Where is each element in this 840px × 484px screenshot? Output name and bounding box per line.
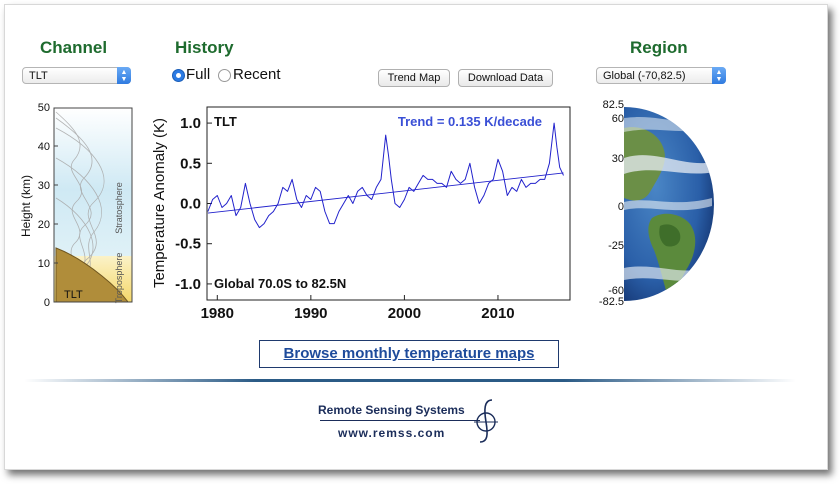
lat-tick-minus25: -25 (608, 240, 624, 252)
stratosphere-band (54, 108, 132, 256)
select-arrows-icon: ▲ ▼ (712, 67, 726, 84)
globe-cloud-band-4 (624, 117, 700, 132)
tlt-channel-label: TLT (64, 289, 83, 301)
height-tick-10: 10 (38, 258, 50, 270)
x-tick-label: 2010 (481, 305, 514, 322)
height-tick-0: 0 (44, 297, 50, 309)
footer-separator (24, 379, 796, 382)
y-tick-label: 0.0 (180, 196, 201, 213)
height-ticks: 0 10 20 30 40 50 (38, 102, 50, 309)
atmosphere-panel: 0 10 20 30 40 50 Height (km) Stratospher… (19, 102, 133, 309)
troposphere-label: Troposphere (114, 253, 124, 304)
temperature-anomaly-chart: Temperature Anomaly (K) TLT Trend = 0.13… (151, 106, 571, 322)
rss-name: Remote Sensing Systems (318, 403, 465, 417)
lat-tick-0: 0 (618, 201, 624, 213)
lat-tick-60: 60 (612, 113, 624, 125)
region-text: Global 70.0S to 82.5N (214, 276, 346, 291)
x-tick-label: 2000 (388, 305, 421, 322)
trend-text: Trend = 0.135 K/decade (398, 114, 542, 129)
full-radio-label[interactable]: Full (186, 66, 211, 83)
globe-land-amazon (659, 224, 681, 247)
height-axis-label: Height (km) (19, 175, 33, 237)
stratosphere-label: Stratosphere (114, 182, 124, 234)
lat-tick-minus60: -60 (608, 285, 624, 297)
plot-area (206, 106, 571, 301)
height-tick-40: 40 (38, 141, 50, 153)
channel-select-value: TLT (29, 70, 48, 82)
channel-heading: Channel (40, 38, 108, 57)
height-tick-20: 20 (38, 219, 50, 231)
height-tick-50: 50 (38, 102, 50, 114)
browse-maps-link[interactable]: Browse monthly temperature maps (259, 340, 559, 368)
y-tick-label: -1.0 (175, 276, 201, 293)
latitude-ticks: 82.5 60 30 0 -25 -60 -82.5 (599, 99, 624, 308)
full-radio[interactable] (172, 69, 185, 82)
lat-tick-30: 30 (612, 153, 624, 165)
globe-cloud-band-1 (624, 155, 714, 174)
download-data-button[interactable]: Download Data (458, 69, 553, 87)
globe-map: 82.5 60 30 0 -25 -60 -82.5 (599, 99, 714, 308)
lat-tick-82.5: 82.5 (603, 99, 624, 111)
tlt-weighting-area (55, 247, 130, 303)
x-tick-label: 1980 (201, 305, 234, 322)
height-tick-30: 30 (38, 180, 50, 192)
region-heading: Region (630, 38, 688, 57)
anomaly-series-line (207, 122, 564, 229)
recent-radio[interactable] (218, 69, 231, 82)
rss-logo-icon (474, 399, 498, 443)
x-tick-label: 1990 (294, 305, 327, 322)
select-arrows-icon: ▲ ▼ (117, 67, 131, 84)
region-select-value: Global (-70,82.5) (603, 70, 686, 82)
channel-select[interactable]: TLT ▲ ▼ (22, 67, 131, 84)
rss-underline (320, 420, 480, 421)
recent-radio-label[interactable]: Recent (233, 66, 281, 83)
y-tick-label: -0.5 (175, 236, 201, 253)
lat-tick-minus82.5: -82.5 (599, 296, 624, 308)
chart-ylabel: Temperature Anomaly (K) (151, 118, 168, 288)
chart-corner-label: TLT (214, 114, 237, 129)
rss-url[interactable]: www.remss.com (338, 426, 446, 440)
globe-cloud-band-2 (624, 198, 712, 211)
region-select[interactable]: Global (-70,82.5) ▲ ▼ (596, 67, 726, 84)
trend-line (207, 172, 564, 214)
history-heading: History (175, 38, 234, 57)
y-tick-label: 1.0 (180, 115, 201, 132)
trend-map-button[interactable]: Trend Map (378, 69, 450, 87)
y-tick-label: 0.5 (180, 155, 201, 172)
